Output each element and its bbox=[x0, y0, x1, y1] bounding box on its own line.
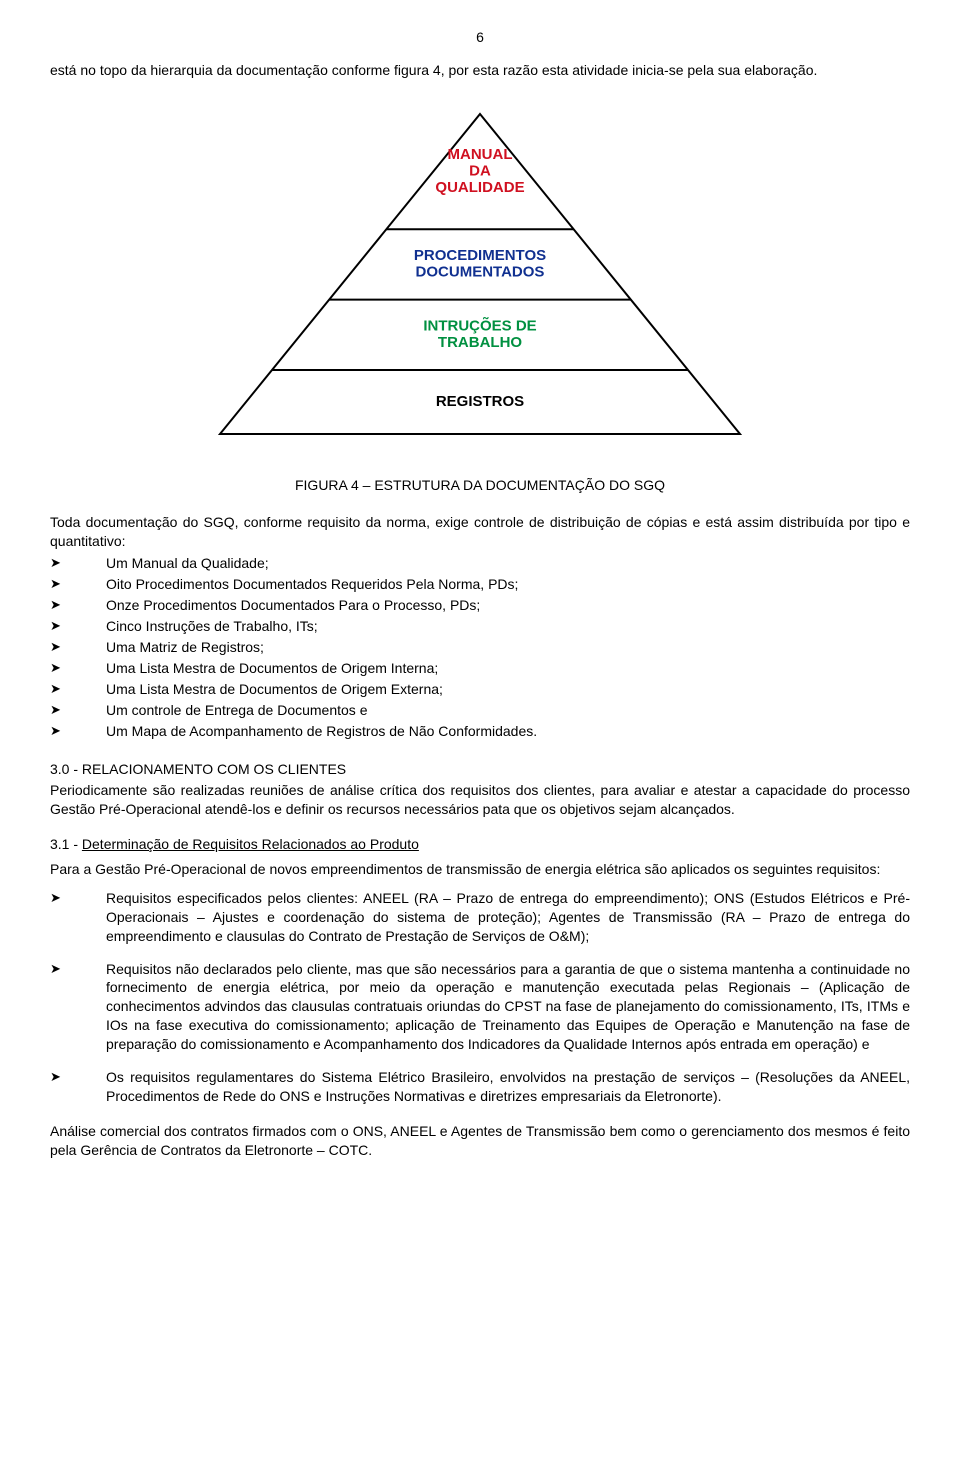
svg-text:INTRUÇÕES DE: INTRUÇÕES DE bbox=[423, 316, 536, 334]
svg-text:DA: DA bbox=[469, 162, 491, 179]
section-31-body: Para a Gestão Pré-Operacional de novos e… bbox=[50, 860, 910, 879]
svg-text:DOCUMENTADOS: DOCUMENTADOS bbox=[416, 263, 545, 280]
list-item: Um Manual da Qualidade; bbox=[50, 554, 910, 573]
list-item: Uma Matriz de Registros; bbox=[50, 638, 910, 657]
list-item: Os requisitos regulamentares do Sistema … bbox=[50, 1068, 910, 1106]
requirements-list: Requisitos especificados pelos clientes:… bbox=[50, 889, 910, 1106]
closing-paragraph: Análise comercial dos contratos firmados… bbox=[50, 1122, 910, 1160]
list-item: Oito Procedimentos Documentados Requerid… bbox=[50, 575, 910, 594]
pyramid-figure: MANUALDAQUALIDADE PROCEDIMENTOSDOCUMENTAD… bbox=[50, 106, 910, 446]
svg-text:TRABALHO: TRABALHO bbox=[438, 334, 522, 351]
bullet-list: Um Manual da Qualidade; Oito Procedimento… bbox=[50, 554, 910, 740]
svg-text:MANUAL: MANUAL bbox=[448, 146, 513, 163]
page-number: 6 bbox=[50, 28, 910, 47]
svg-text:REGISTROS: REGISTROS bbox=[436, 393, 524, 410]
list-item: Cinco Instruções de Trabalho, ITs; bbox=[50, 617, 910, 636]
list-item: Requisitos não declarados pelo cliente, … bbox=[50, 960, 910, 1054]
svg-text:PROCEDIMENTOS: PROCEDIMENTOS bbox=[414, 247, 546, 264]
intro-paragraph: está no topo da hierarquia da documentaç… bbox=[50, 61, 910, 80]
pyramid-diagram: MANUALDAQUALIDADE PROCEDIMENTOSDOCUMENTAD… bbox=[200, 106, 760, 446]
body-paragraph-1: Toda documentação do SGQ, conforme requi… bbox=[50, 513, 910, 551]
section-31-title-text: Determinação de Requisitos Relacionados … bbox=[82, 836, 419, 852]
section-31-title: 3.1 - Determinação de Requisitos Relacio… bbox=[50, 835, 910, 854]
section-30-title: 3.0 - RELACIONAMENTO COM OS CLIENTES bbox=[50, 760, 910, 779]
list-item: Uma Lista Mestra de Documentos de Origem… bbox=[50, 659, 910, 678]
section-31-prefix: 3.1 - bbox=[50, 836, 82, 852]
svg-text:QUALIDADE: QUALIDADE bbox=[435, 179, 524, 196]
section-30-body: Periodicamente são realizadas reuniões d… bbox=[50, 781, 910, 819]
list-item: Onze Procedimentos Documentados Para o P… bbox=[50, 596, 910, 615]
list-item: Uma Lista Mestra de Documentos de Origem… bbox=[50, 680, 910, 699]
list-item: Requisitos especificados pelos clientes:… bbox=[50, 889, 910, 946]
list-item: Um controle de Entrega de Documentos e bbox=[50, 701, 910, 720]
figure-caption: FIGURA 4 – ESTRUTURA DA DOCUMENTAÇÃO DO … bbox=[50, 476, 910, 495]
list-item: Um Mapa de Acompanhamento de Registros d… bbox=[50, 722, 910, 741]
